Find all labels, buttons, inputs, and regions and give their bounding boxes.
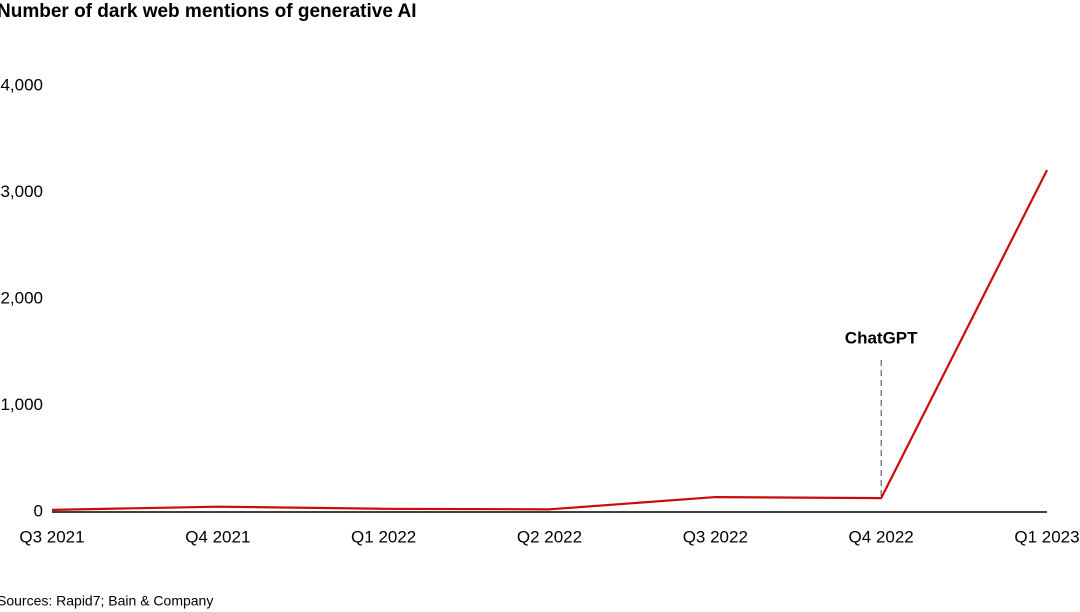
data-line xyxy=(51,169,1048,511)
y-tick-label: 2,000 xyxy=(0,288,43,307)
annotation-label: ChatGPT xyxy=(845,328,918,347)
chart-title: Number of dark web mentions of generativ… xyxy=(0,1,416,22)
x-tick-label: Q3 2021 xyxy=(19,527,84,546)
y-tick-label: 0 xyxy=(34,501,43,520)
x-tick-label: Q4 2022 xyxy=(849,527,914,546)
x-tick-label: Q1 2022 xyxy=(351,527,416,546)
y-tick-label: 4,000 xyxy=(0,75,43,94)
y-tick-label: 1,000 xyxy=(0,395,43,414)
y-tick-label: 3,000 xyxy=(0,182,43,201)
x-tick-label: Q1 2023 xyxy=(1014,527,1079,546)
x-tick-label: Q2 2022 xyxy=(517,527,582,546)
x-tick-label: Q3 2022 xyxy=(683,527,748,546)
source-note: Sources: Rapid7; Bain & Company xyxy=(0,593,213,609)
x-tick-label: Q4 2021 xyxy=(185,527,250,546)
